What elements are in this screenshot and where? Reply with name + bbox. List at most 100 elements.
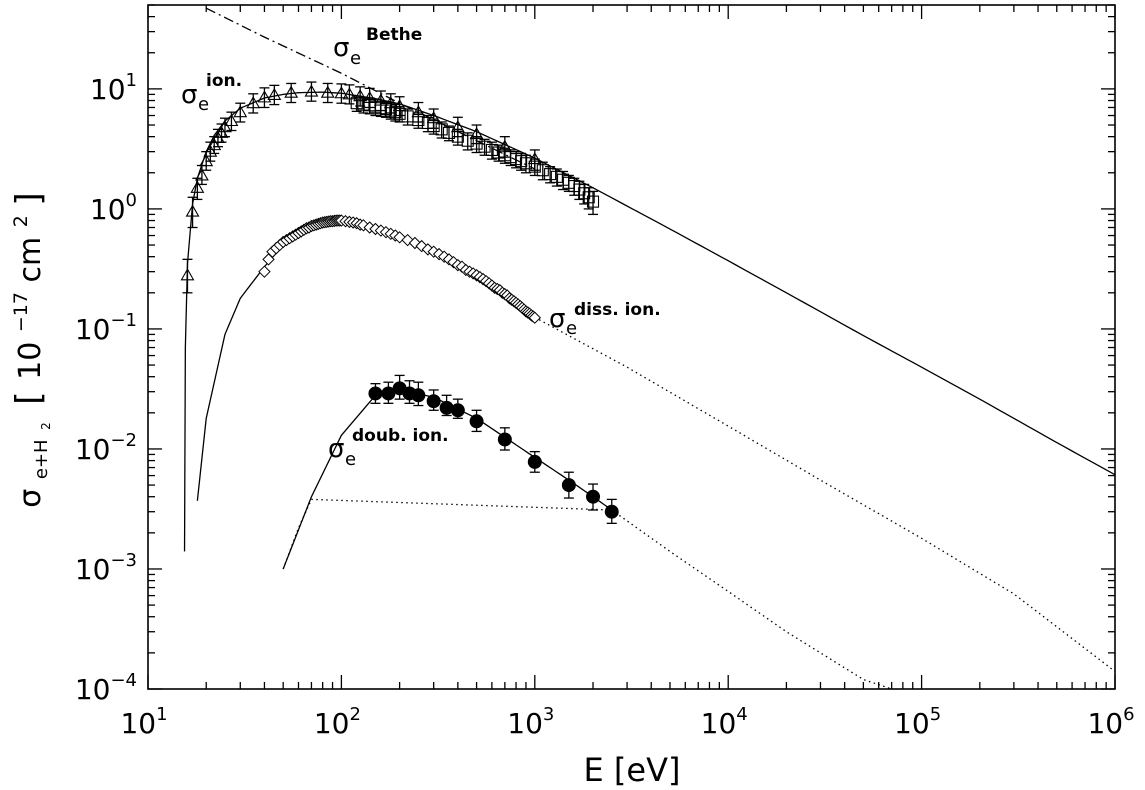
data-point-square: [550, 170, 563, 183]
data-point-triangle: [207, 138, 222, 151]
data-point-triangle: [342, 87, 357, 100]
annotation-ion-sub: e: [198, 94, 209, 115]
y-label-sub-e: e+H: [31, 439, 52, 479]
svg-text:σ: σ: [328, 434, 344, 464]
data-point-triangle: [199, 154, 214, 167]
data-point-square: [427, 120, 440, 133]
data-point-square: [442, 126, 456, 139]
y-axis-label: σ e+H 2 [ 10 −17 cm 2 ]: [0, 192, 58, 507]
data-point-triangle: [194, 168, 209, 181]
data-point-triangle: [203, 144, 218, 157]
data-point-triangle: [334, 86, 349, 99]
annotation-doub-sigma: σ: [328, 434, 344, 464]
data-point-square: [350, 97, 363, 110]
y-label-unit-base: 10: [13, 342, 48, 380]
data-point-square: [478, 140, 491, 153]
data-point-triangle: [218, 120, 232, 133]
y-label-sub-2: 2: [39, 422, 53, 430]
y-tick-label: 10−1: [75, 310, 137, 346]
svg-text:σ e+H 2: σ e+H 2 [ 10 −17 cm 2 ]: [0, 192, 58, 507]
annotation-diss-sup: diss. ion.: [574, 300, 661, 320]
y-tick-label: 10−3: [75, 550, 137, 586]
data-point-circle: [411, 388, 426, 403]
data-point-circle: [426, 394, 441, 409]
annotation-diss: σ e diss. ion.: [549, 300, 661, 339]
data-point-triangle: [185, 204, 200, 217]
annotation-ion-sup: ion.: [206, 71, 242, 91]
annotation-diss-sub: e: [566, 318, 577, 339]
x-tick-label: 101: [120, 704, 167, 740]
plot-frame: [147, 4, 1116, 690]
x-axis-label: E [eV]: [584, 751, 681, 789]
data-point-square: [412, 114, 425, 127]
data-point-circle: [368, 386, 383, 401]
annotation-bethe-sup: Bethe: [366, 25, 422, 45]
data-point-triangle: [304, 84, 319, 97]
data-point-triangle: [320, 85, 335, 98]
annotation-bethe-sub: e: [350, 48, 361, 69]
x-tick-label: 103: [507, 704, 554, 740]
data-point-square: [461, 134, 474, 147]
data-point-triangle: [267, 87, 282, 101]
data-point-circle: [497, 432, 512, 447]
data-point-triangle: [190, 180, 205, 193]
data-point-triangle: [257, 90, 272, 103]
y-tick-label: 10−4: [75, 670, 137, 706]
data-point-square: [586, 195, 600, 208]
y-label-bracket-open: [: [9, 391, 49, 404]
annotation-doub-sub: e: [345, 449, 356, 470]
data-point-circle: [604, 504, 619, 519]
series-line-4: [196, 219, 536, 501]
data-point-square: [451, 130, 464, 143]
data-point-square: [536, 164, 549, 177]
x-tick-label: 102: [314, 704, 361, 740]
y-tick-label: 100: [90, 190, 137, 226]
annotation-bethe: σ e Bethe: [333, 25, 422, 69]
data-point-triangle: [246, 96, 261, 109]
data-point-square: [435, 123, 448, 136]
tick-labels-layer: 101 102 103 104 105 106 10−4 10−3 10−2 10−1 100 101: [75, 70, 1135, 740]
y-tick-label: 101: [90, 70, 137, 106]
series-line-1: [183, 91, 1115, 552]
y-label-unit-exp: −17: [10, 292, 32, 332]
data-point-square: [544, 168, 557, 181]
data-point-square: [357, 98, 370, 111]
series-layer: [183, 7, 1115, 689]
axes-layer: [147, 4, 1116, 690]
data-point-square: [528, 160, 541, 173]
data-point-square: [519, 157, 533, 170]
data-point-diamond: [528, 311, 542, 324]
data-point-circle: [450, 403, 465, 418]
data-point-square: [401, 110, 414, 123]
x-tick-label: 105: [894, 704, 941, 740]
data-point-circle: [561, 478, 576, 493]
series-line-5: [534, 316, 1115, 672]
data-point-triangle: [233, 105, 248, 118]
annotation-doub: σ e doub. ion.: [328, 426, 449, 470]
data-point-square: [470, 137, 483, 150]
y-label-unit-cm-exp: 2: [10, 215, 32, 227]
data-point-triangle: [353, 89, 368, 102]
x-tick-label: 104: [701, 704, 748, 740]
data-point-square: [393, 107, 406, 120]
svg-text:σ: σ: [333, 33, 349, 63]
x-tick-label: 106: [1087, 704, 1134, 740]
y-label-bracket-close: ]: [9, 192, 49, 205]
annotation-ion-sigma: σ: [181, 80, 197, 110]
y-label-sigma: σ: [13, 489, 48, 508]
svg-text:σ: σ: [181, 80, 197, 110]
data-point-triangle: [180, 268, 195, 281]
data-point-diamond: [258, 265, 271, 278]
data-point-triangle: [224, 113, 239, 127]
marker-layer: [180, 81, 619, 524]
data-point-circle: [527, 454, 542, 469]
y-tick-label: 10−2: [75, 430, 137, 466]
series-line-8: [282, 498, 892, 689]
data-point-circle: [469, 414, 484, 429]
annotation-ion: σ e ion.: [181, 71, 242, 115]
y-label-unit-cm: cm: [13, 237, 48, 283]
annotation-diss-sigma: σ: [549, 304, 565, 334]
series-line-7: [282, 389, 613, 570]
